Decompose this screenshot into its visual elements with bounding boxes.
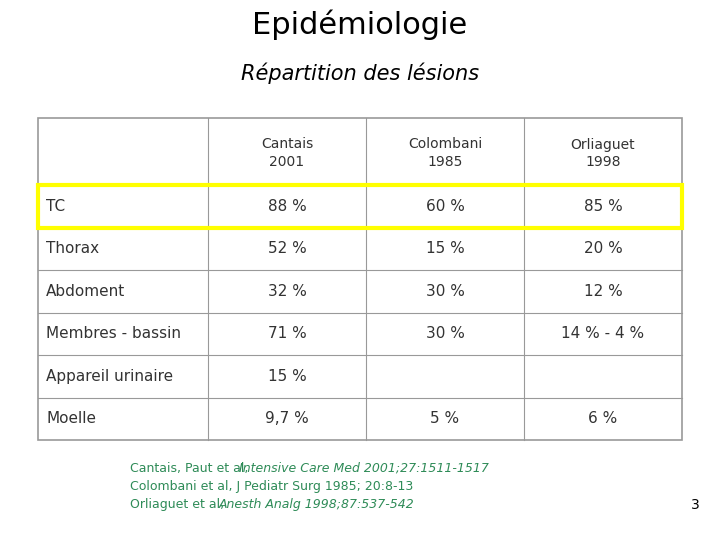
Text: 3: 3 xyxy=(691,498,700,512)
Text: Cantais: Cantais xyxy=(261,138,313,152)
Text: 2001: 2001 xyxy=(269,154,305,168)
Text: 32 %: 32 % xyxy=(268,284,307,299)
Text: Répartition des lésions: Répartition des lésions xyxy=(241,62,479,84)
Text: Abdoment: Abdoment xyxy=(46,284,125,299)
Text: 52 %: 52 % xyxy=(268,241,307,256)
Text: 88 %: 88 % xyxy=(268,199,307,214)
Text: Thorax: Thorax xyxy=(46,241,99,256)
Text: Orliaguet et al,: Orliaguet et al, xyxy=(130,498,228,511)
Text: 85 %: 85 % xyxy=(584,199,622,214)
Text: 15 %: 15 % xyxy=(426,241,464,256)
Text: Colombani: Colombani xyxy=(408,138,482,152)
Bar xyxy=(38,118,682,440)
Text: 60 %: 60 % xyxy=(426,199,464,214)
Text: Anesth Analg 1998;87:537-542: Anesth Analg 1998;87:537-542 xyxy=(218,498,414,511)
Text: Appareil urinaire: Appareil urinaire xyxy=(46,369,173,384)
Text: Orliaguet: Orliaguet xyxy=(571,138,635,152)
Text: 20 %: 20 % xyxy=(584,241,622,256)
Text: 30 %: 30 % xyxy=(426,284,464,299)
Text: Cantais, Paut et al,: Cantais, Paut et al, xyxy=(130,462,253,475)
Text: 5 %: 5 % xyxy=(431,411,459,426)
Text: 9,7 %: 9,7 % xyxy=(265,411,309,426)
Text: 30 %: 30 % xyxy=(426,326,464,341)
Text: 15 %: 15 % xyxy=(268,369,307,384)
Text: 6 %: 6 % xyxy=(588,411,618,426)
Text: 1998: 1998 xyxy=(585,154,621,168)
Text: 1985: 1985 xyxy=(427,154,463,168)
Text: Moelle: Moelle xyxy=(46,411,96,426)
Text: 71 %: 71 % xyxy=(268,326,307,341)
Text: 12 %: 12 % xyxy=(584,284,622,299)
Bar xyxy=(38,185,682,227)
Text: Intensive Care Med 2001;27:1511-1517: Intensive Care Med 2001;27:1511-1517 xyxy=(239,462,489,475)
Text: Membres - bassin: Membres - bassin xyxy=(46,326,181,341)
Text: TC: TC xyxy=(46,199,65,214)
Text: 14 % - 4 %: 14 % - 4 % xyxy=(562,326,644,341)
Text: Colombani et al, J Pediatr Surg 1985; 20:8-13: Colombani et al, J Pediatr Surg 1985; 20… xyxy=(130,480,413,493)
Text: Epidémiologie: Epidémiologie xyxy=(253,10,467,40)
